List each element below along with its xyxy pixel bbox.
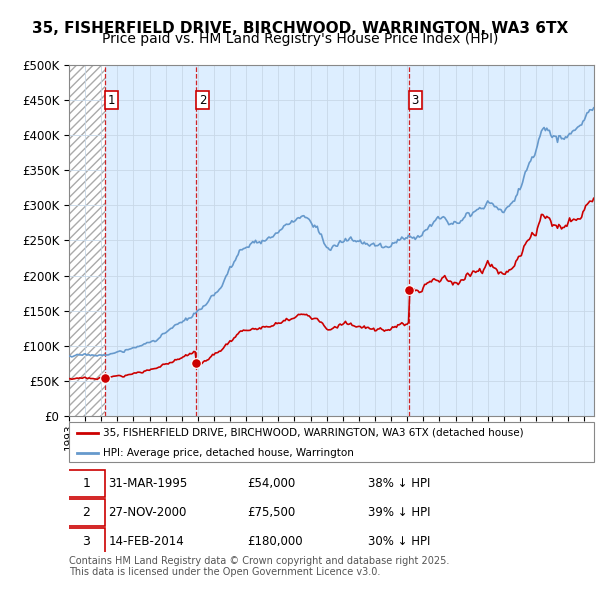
Bar — [69, 65, 105, 416]
Text: 27-NOV-2000: 27-NOV-2000 — [109, 506, 187, 519]
Text: 31-MAR-1995: 31-MAR-1995 — [109, 477, 188, 490]
Text: 35, FISHERFIELD DRIVE, BIRCHWOOD, WARRINGTON, WA3 6TX (detached house): 35, FISHERFIELD DRIVE, BIRCHWOOD, WARRIN… — [103, 428, 524, 438]
Text: 1: 1 — [82, 477, 90, 490]
Text: HPI: Average price, detached house, Warrington: HPI: Average price, detached house, Warr… — [103, 448, 354, 457]
Text: 3: 3 — [82, 535, 90, 548]
Text: £75,500: £75,500 — [248, 506, 296, 519]
Text: Price paid vs. HM Land Registry's House Price Index (HPI): Price paid vs. HM Land Registry's House … — [102, 32, 498, 47]
Text: £54,000: £54,000 — [248, 477, 296, 490]
Text: 3: 3 — [412, 93, 419, 107]
Text: 30% ↓ HPI: 30% ↓ HPI — [368, 535, 431, 548]
FancyBboxPatch shape — [68, 470, 105, 497]
Text: 38% ↓ HPI: 38% ↓ HPI — [368, 477, 431, 490]
FancyBboxPatch shape — [68, 499, 105, 526]
Text: 2: 2 — [199, 93, 206, 107]
Text: 14-FEB-2014: 14-FEB-2014 — [109, 535, 184, 548]
Text: £180,000: £180,000 — [248, 535, 303, 548]
Text: 2: 2 — [82, 506, 90, 519]
Text: 39% ↓ HPI: 39% ↓ HPI — [368, 506, 431, 519]
Text: Contains HM Land Registry data © Crown copyright and database right 2025.
This d: Contains HM Land Registry data © Crown c… — [69, 556, 449, 578]
Text: 35, FISHERFIELD DRIVE, BIRCHWOOD, WARRINGTON, WA3 6TX: 35, FISHERFIELD DRIVE, BIRCHWOOD, WARRIN… — [32, 21, 568, 35]
FancyBboxPatch shape — [68, 527, 105, 555]
Text: 1: 1 — [107, 93, 115, 107]
